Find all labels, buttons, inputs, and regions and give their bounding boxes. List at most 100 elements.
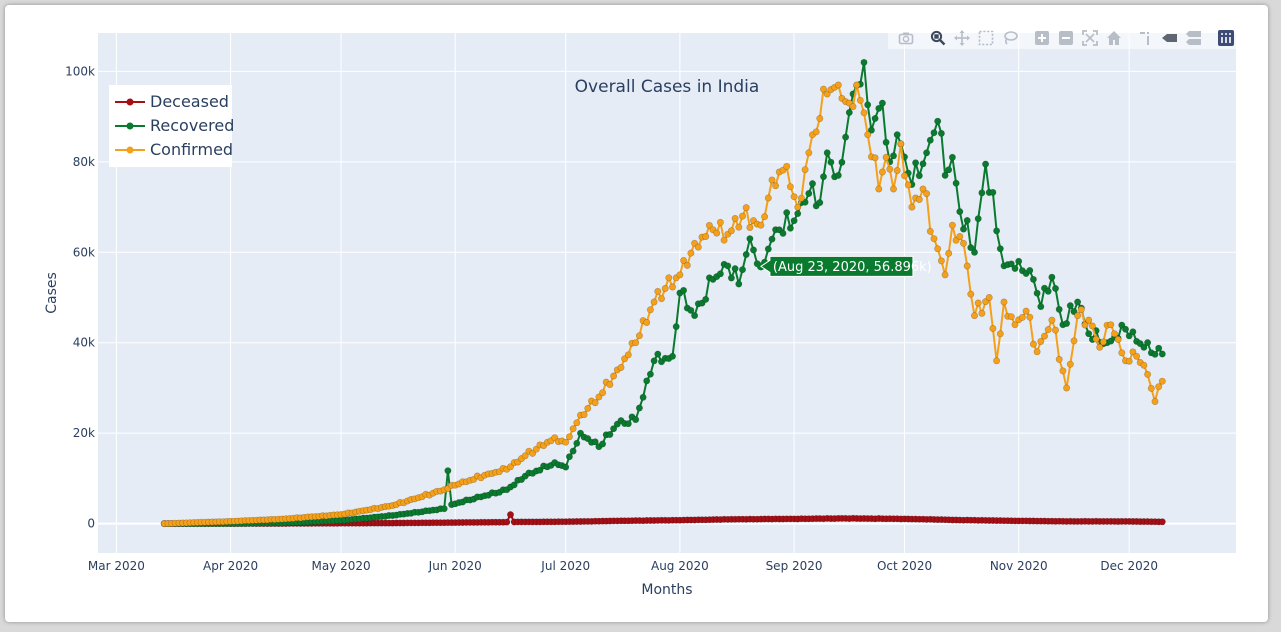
data-point[interactable]: [595, 393, 603, 401]
data-point[interactable]: [1044, 287, 1052, 295]
plotly-logo-icon[interactable]: [1218, 30, 1234, 46]
data-point[interactable]: [959, 239, 967, 247]
data-point[interactable]: [934, 117, 942, 125]
data-point[interactable]: [569, 447, 577, 455]
data-point[interactable]: [1155, 344, 1163, 352]
data-point[interactable]: [956, 208, 964, 216]
data-point[interactable]: [1129, 348, 1137, 356]
data-point[interactable]: [731, 215, 739, 223]
data-point[interactable]: [783, 209, 791, 217]
data-point[interactable]: [506, 511, 514, 519]
data-point[interactable]: [661, 284, 669, 292]
camera-icon[interactable]: [898, 30, 914, 46]
data-point[interactable]: [937, 129, 945, 137]
data-point[interactable]: [1140, 361, 1148, 369]
data-point[interactable]: [764, 194, 772, 202]
data-point[interactable]: [974, 215, 982, 223]
data-point[interactable]: [945, 166, 953, 174]
data-point[interactable]: [993, 227, 1001, 235]
data-point[interactable]: [1063, 384, 1071, 392]
data-point[interactable]: [989, 324, 997, 332]
data-point[interactable]: [610, 425, 618, 433]
data-point[interactable]: [606, 380, 614, 388]
data-point[interactable]: [1158, 377, 1166, 385]
data-point[interactable]: [532, 445, 540, 453]
data-point[interactable]: [963, 217, 971, 225]
data-point[interactable]: [694, 243, 702, 251]
data-point[interactable]: [860, 58, 868, 66]
data-point[interactable]: [985, 293, 993, 301]
data-point[interactable]: [790, 193, 798, 201]
data-point[interactable]: [786, 183, 794, 191]
data-point[interactable]: [959, 225, 967, 233]
data-point[interactable]: [783, 162, 791, 170]
hover-compare-icon[interactable]: [1186, 30, 1202, 46]
data-point[interactable]: [834, 81, 842, 89]
data-point[interactable]: [1140, 343, 1148, 351]
data-point[interactable]: [1055, 355, 1063, 363]
data-point[interactable]: [1033, 348, 1041, 356]
data-point[interactable]: [716, 218, 724, 226]
data-point[interactable]: [668, 283, 676, 291]
data-point[interactable]: [849, 103, 857, 111]
data-point[interactable]: [1018, 313, 1026, 321]
data-point[interactable]: [823, 149, 831, 157]
data-point[interactable]: [610, 372, 618, 380]
data-point[interactable]: [1092, 335, 1100, 343]
data-point[interactable]: [982, 298, 990, 306]
data-point[interactable]: [1074, 312, 1082, 320]
data-point[interactable]: [617, 363, 625, 371]
data-point[interactable]: [562, 463, 570, 471]
data-point[interactable]: [808, 180, 816, 188]
data-point[interactable]: [672, 323, 680, 331]
data-point[interactable]: [882, 138, 890, 146]
data-point[interactable]: [1041, 332, 1049, 340]
data-point[interactable]: [643, 318, 651, 326]
data-point[interactable]: [923, 190, 931, 198]
data-point[interactable]: [646, 306, 654, 314]
data-point[interactable]: [687, 249, 695, 257]
data-point[interactable]: [794, 210, 802, 218]
data-point[interactable]: [1033, 289, 1041, 297]
data-point[interactable]: [1158, 518, 1166, 526]
data-point[interactable]: [657, 295, 665, 303]
data-point[interactable]: [893, 167, 901, 175]
data-point[interactable]: [510, 481, 518, 489]
data-point[interactable]: [904, 181, 912, 189]
data-point[interactable]: [650, 298, 658, 306]
data-point[interactable]: [908, 203, 916, 211]
data-point[interactable]: [919, 185, 927, 193]
data-point[interactable]: [1107, 321, 1115, 329]
data-point[interactable]: [860, 109, 868, 117]
data-point[interactable]: [1074, 298, 1082, 306]
data-point[interactable]: [948, 153, 956, 161]
data-point[interactable]: [1129, 328, 1137, 336]
data-point[interactable]: [853, 81, 861, 89]
data-point[interactable]: [738, 212, 746, 220]
data-point[interactable]: [1011, 321, 1019, 329]
data-point[interactable]: [779, 229, 787, 237]
data-point[interactable]: [1133, 352, 1141, 360]
data-point[interactable]: [790, 217, 798, 225]
data-point[interactable]: [934, 245, 942, 253]
data-point[interactable]: [624, 351, 632, 359]
data-point[interactable]: [746, 224, 754, 232]
data-point[interactable]: [731, 265, 739, 273]
data-point[interactable]: [668, 352, 676, 360]
data-point[interactable]: [834, 171, 842, 179]
data-point[interactable]: [996, 245, 1004, 253]
data-point[interactable]: [827, 158, 835, 166]
data-point[interactable]: [1022, 307, 1030, 315]
data-point[interactable]: [900, 172, 908, 180]
data-point[interactable]: [1122, 325, 1130, 333]
data-point[interactable]: [503, 518, 511, 526]
data-point[interactable]: [952, 179, 960, 187]
legend-item-recovered[interactable]: Recovered: [115, 116, 234, 135]
data-point[interactable]: [591, 438, 599, 446]
data-point[interactable]: [919, 160, 927, 168]
data-point[interactable]: [444, 467, 452, 475]
data-point[interactable]: [440, 505, 448, 513]
data-point[interactable]: [654, 350, 662, 358]
data-point[interactable]: [974, 299, 982, 307]
data-point[interactable]: [580, 411, 588, 419]
